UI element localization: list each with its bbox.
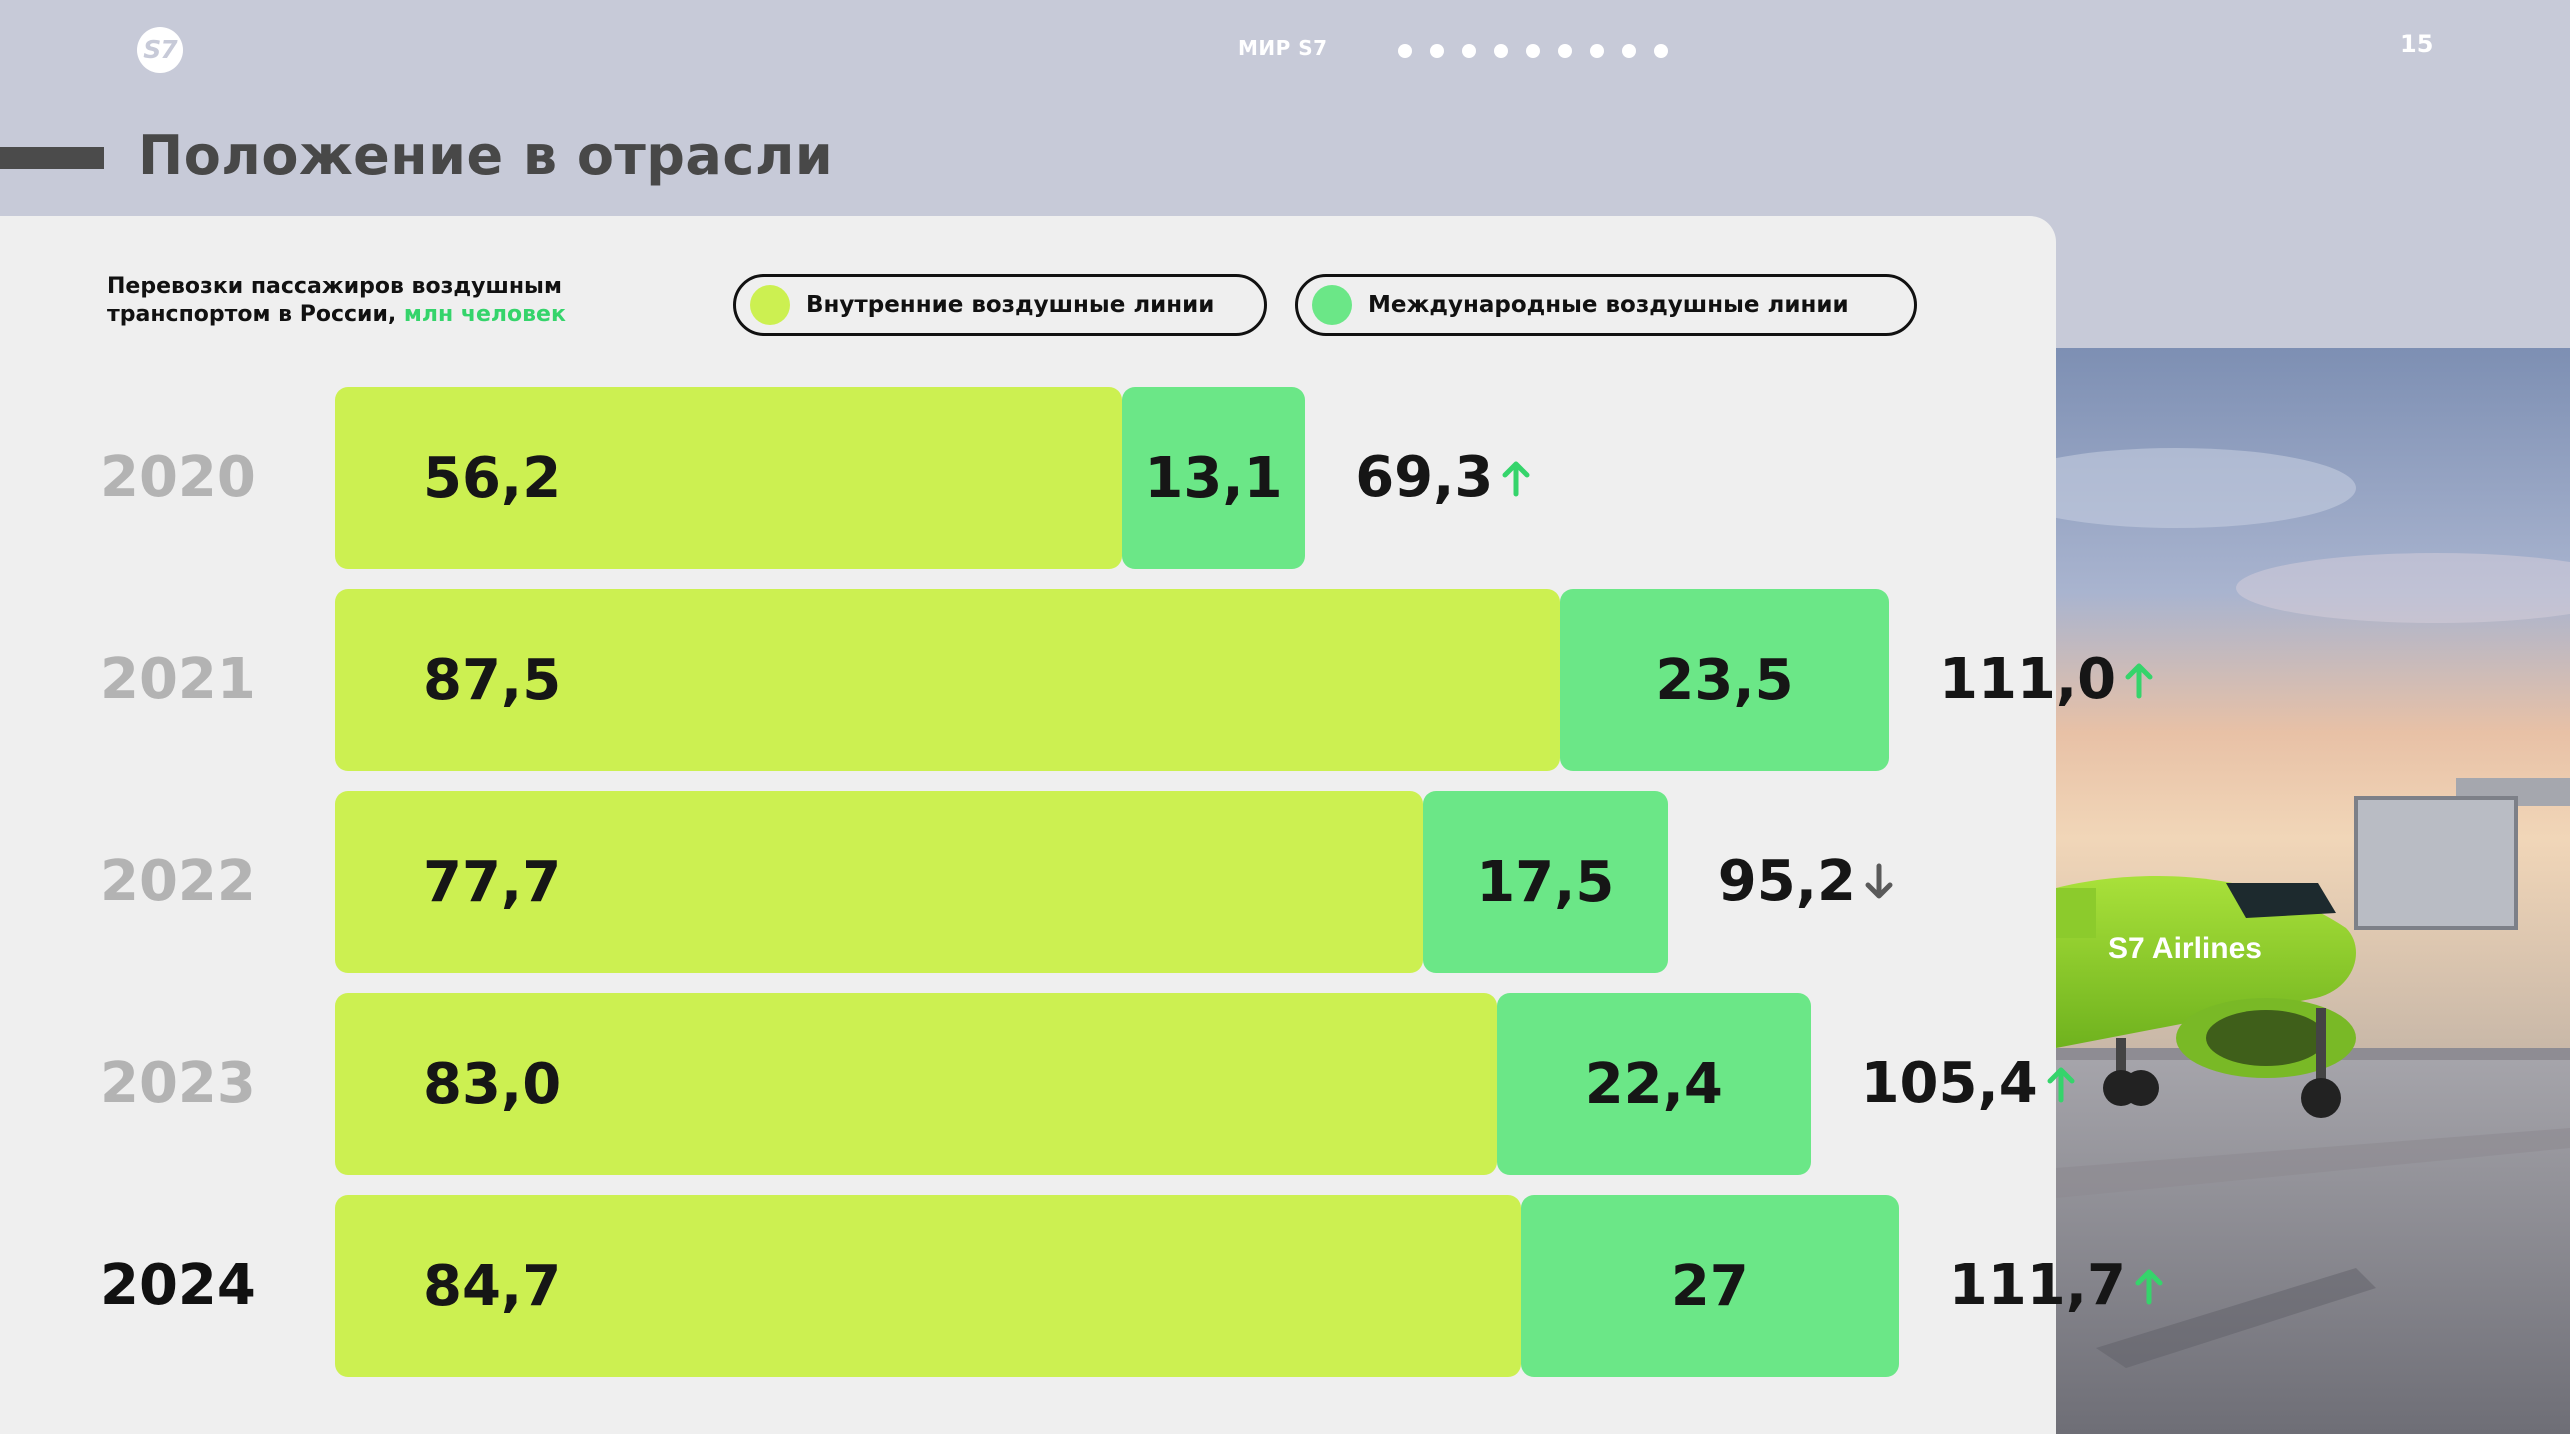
chart-subtitle-line2-text: транспортом в России, [107, 302, 397, 327]
bar-label-domestic: 77,7 [423, 849, 562, 915]
bar-domestic: 87,5 [335, 589, 1560, 771]
year-label: 2024 [100, 1253, 256, 1318]
nav-dot[interactable] [1526, 44, 1540, 58]
bar-label-international: 23,5 [1655, 647, 1794, 713]
bar-label-domestic: 84,7 [423, 1253, 562, 1319]
bar-domestic: 84,7 [335, 1195, 1521, 1377]
chart-subtitle-line2: транспортом в России, млн человек [107, 301, 566, 329]
nav-dot[interactable] [1622, 44, 1636, 58]
title-rule [0, 147, 104, 169]
total-label: 95,2 [1717, 849, 1856, 914]
bar-international: 23,5 [1560, 589, 1889, 771]
year-label: 2020 [100, 445, 256, 510]
nav-dot[interactable] [1558, 44, 1572, 58]
nav-dot[interactable] [1654, 44, 1668, 58]
nav-dot[interactable] [1430, 44, 1444, 58]
nav-dot[interactable] [1590, 44, 1604, 58]
legend-label-domestic: Внутренние воздушные линии [806, 292, 1215, 318]
total-value: 95,2 [1718, 854, 1894, 910]
bar-domestic: 56,2 [335, 387, 1122, 569]
page-nav-dots[interactable] [1398, 44, 1668, 58]
year-label: 2021 [100, 647, 256, 712]
bar-international: 13,1 [1121, 387, 1306, 569]
total-label: 111,7 [1948, 1253, 2126, 1318]
total-value: 111,0 [1939, 652, 2154, 708]
chart-subtitle-unit: млн человек [403, 302, 566, 327]
year-label: 2022 [100, 849, 256, 914]
airplane-photo: S7 Airlines [2056, 348, 2570, 1434]
legend-international: Международные воздушные линии [1295, 274, 1917, 336]
bar-label-international: 13,1 [1144, 445, 1283, 511]
page-number: 15 [2400, 30, 2434, 58]
legend-swatch-domestic [750, 285, 790, 325]
arrow-down-icon [1865, 863, 1893, 899]
bar-label-international: 27 [1670, 1253, 1749, 1319]
legend-label-international: Международные воздушные линии [1368, 292, 1849, 318]
arrow-up-icon [2135, 1269, 2163, 1305]
bar-domestic: 77,7 [335, 791, 1423, 973]
total-value: 69,3 [1355, 450, 1531, 506]
bar-international: 27 [1520, 1195, 1899, 1377]
total-label: 111,0 [1939, 647, 2117, 712]
total-value: 105,4 [1861, 1056, 2076, 1112]
total-value: 111,7 [1949, 1258, 2164, 1314]
nav-dot[interactable] [1398, 44, 1412, 58]
bar-international: 22,4 [1497, 993, 1811, 1175]
legend-domestic: Внутренние воздушные линии [733, 274, 1267, 336]
section-label: МИР S7 [1238, 36, 1328, 60]
livery-text: S7 Airlines [2108, 932, 2262, 965]
nav-dot[interactable] [1462, 44, 1476, 58]
chart-subtitle-line1: Перевозки пассажиров воздушным [107, 274, 562, 299]
legend-swatch-international [1312, 285, 1352, 325]
bar-label-domestic: 87,5 [423, 647, 562, 713]
bar-label-domestic: 83,0 [423, 1051, 562, 1117]
chart-subtitle: Перевозки пассажиров воздушным транспорт… [107, 273, 566, 329]
bar-label-international: 17,5 [1476, 849, 1615, 915]
bar-label-domestic: 56,2 [423, 445, 562, 511]
s7-logo: S7 [137, 27, 183, 73]
arrow-up-icon [2125, 663, 2153, 699]
arrow-up-icon [1502, 461, 1530, 497]
bar-international: 17,5 [1422, 791, 1668, 973]
page-title: Положение в отрасли [138, 124, 834, 187]
bar-label-international: 22,4 [1584, 1051, 1723, 1117]
total-label: 69,3 [1355, 445, 1494, 510]
year-label: 2023 [100, 1051, 256, 1116]
bar-domestic: 83,0 [335, 993, 1497, 1175]
total-label: 105,4 [1860, 1051, 2038, 1116]
arrow-up-icon [2047, 1067, 2075, 1103]
nav-dot[interactable] [1494, 44, 1508, 58]
